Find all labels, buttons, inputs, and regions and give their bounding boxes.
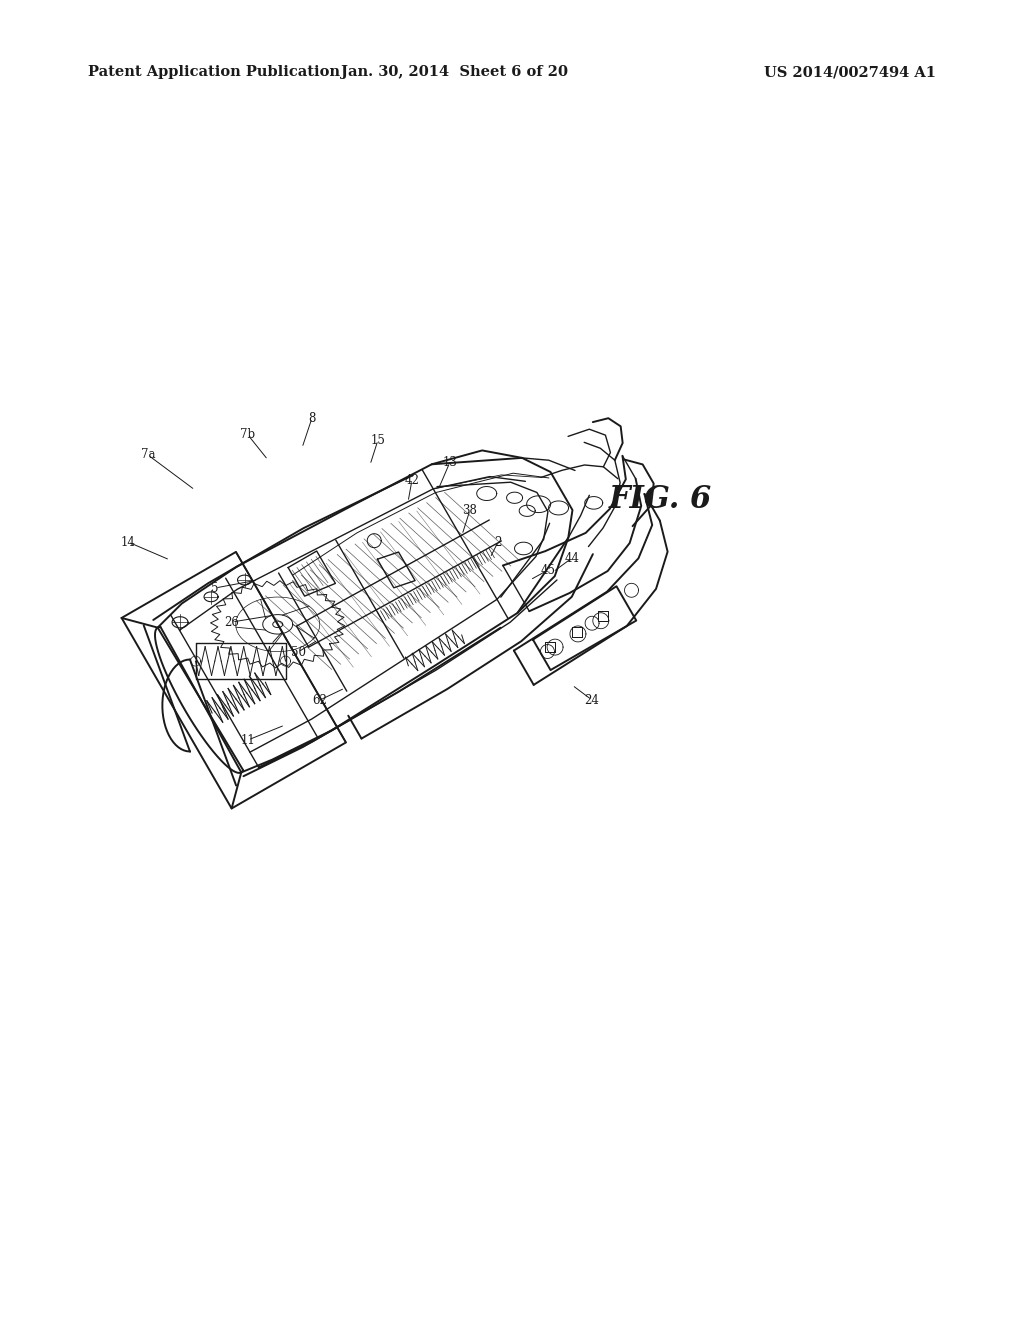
Bar	[571, 627, 582, 636]
Bar	[545, 643, 555, 652]
Text: 50: 50	[291, 645, 305, 659]
Text: 15: 15	[371, 433, 385, 446]
Text: 7b: 7b	[241, 429, 256, 441]
Text: Patent Application Publication: Patent Application Publication	[88, 65, 340, 79]
Bar	[545, 643, 555, 652]
Text: 24: 24	[585, 693, 599, 706]
Bar	[598, 611, 608, 620]
Text: Jan. 30, 2014  Sheet 6 of 20: Jan. 30, 2014 Sheet 6 of 20	[341, 65, 568, 79]
Text: 13: 13	[442, 455, 458, 469]
Text: 62: 62	[312, 693, 328, 706]
Bar	[598, 611, 608, 620]
Bar	[545, 643, 555, 652]
Text: US 2014/0027494 A1: US 2014/0027494 A1	[764, 65, 936, 79]
Text: 44: 44	[564, 552, 580, 565]
Bar	[545, 643, 555, 652]
Bar	[571, 627, 582, 636]
Text: 5: 5	[211, 582, 219, 594]
Bar	[571, 627, 582, 636]
Text: 38: 38	[463, 503, 477, 516]
Text: 45: 45	[541, 564, 555, 577]
Text: 2: 2	[495, 536, 502, 549]
Text: 8: 8	[308, 412, 315, 425]
Text: 42: 42	[404, 474, 420, 487]
Text: FIG. 6: FIG. 6	[608, 484, 712, 516]
Bar	[571, 627, 582, 636]
Text: 11: 11	[241, 734, 255, 747]
Text: 26: 26	[224, 615, 240, 628]
Text: 14: 14	[121, 536, 135, 549]
Bar	[598, 611, 608, 620]
Bar	[598, 611, 608, 620]
Text: 7a: 7a	[140, 449, 156, 462]
